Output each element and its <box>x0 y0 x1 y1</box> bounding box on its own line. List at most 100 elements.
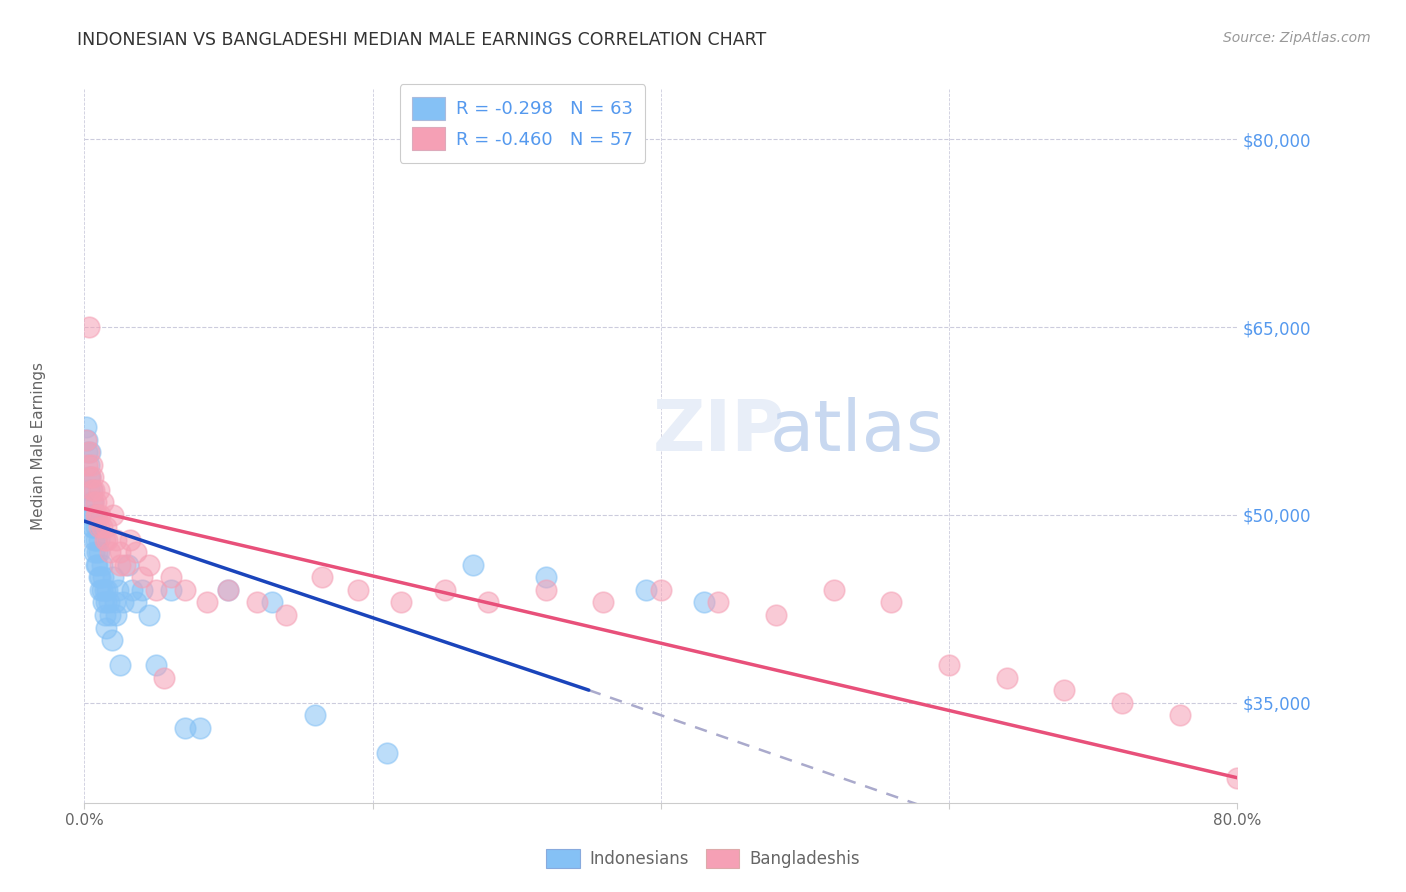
Point <box>77 470 100 484</box>
Point <box>77 445 100 459</box>
Point <box>94 621 117 635</box>
Point <box>121 582 143 597</box>
Point <box>125 545 148 559</box>
Point <box>112 595 135 609</box>
Point <box>823 582 845 597</box>
Point <box>188 721 211 735</box>
Point <box>1053 683 1076 698</box>
Point <box>80 458 103 472</box>
Point <box>84 533 107 547</box>
Point <box>938 658 960 673</box>
Point <box>433 582 456 597</box>
Point <box>160 582 183 597</box>
Point <box>91 495 114 509</box>
Legend: Indonesians, Bangladeshis: Indonesians, Bangladeshis <box>540 842 866 875</box>
Point <box>86 545 108 559</box>
Point <box>145 582 167 597</box>
Point <box>84 520 107 534</box>
Point <box>534 570 557 584</box>
Point <box>89 570 111 584</box>
Point <box>82 520 104 534</box>
Point <box>82 495 104 509</box>
Point <box>87 545 110 559</box>
Point <box>246 595 269 609</box>
Point <box>87 570 110 584</box>
Point <box>98 607 121 622</box>
Point <box>138 607 160 622</box>
Point <box>636 582 658 597</box>
Point <box>693 595 716 609</box>
Point <box>93 533 115 547</box>
Point <box>83 533 105 547</box>
Point <box>94 595 117 609</box>
Point <box>110 658 132 673</box>
Point <box>1226 771 1249 785</box>
Point <box>160 570 183 584</box>
Point <box>534 582 557 597</box>
Point <box>89 508 111 522</box>
Point <box>195 595 218 609</box>
Point <box>91 595 114 609</box>
Point <box>107 582 129 597</box>
Text: Median Male Earnings: Median Male Earnings <box>31 362 46 530</box>
Point <box>218 582 240 597</box>
Point <box>90 582 112 597</box>
Point <box>80 520 103 534</box>
Point <box>103 508 124 522</box>
Point <box>120 533 142 547</box>
Point <box>83 545 105 559</box>
Text: atlas: atlas <box>769 397 943 467</box>
Point <box>311 570 333 584</box>
Point <box>592 595 614 609</box>
Point <box>765 607 787 622</box>
Point <box>93 582 115 597</box>
Point <box>96 533 118 547</box>
Point <box>82 495 104 509</box>
Point <box>1168 708 1191 723</box>
Point <box>79 470 101 484</box>
Point <box>260 595 283 609</box>
Point <box>86 508 108 522</box>
Point <box>880 595 903 609</box>
Point <box>117 558 139 572</box>
Point <box>84 558 107 572</box>
Point <box>87 483 110 497</box>
Point <box>77 320 100 334</box>
Point <box>131 570 153 584</box>
Point <box>96 582 118 597</box>
Point <box>463 558 485 572</box>
Point <box>90 520 112 534</box>
Point <box>145 658 167 673</box>
Point <box>82 470 104 484</box>
Point <box>138 558 160 572</box>
Point <box>174 582 197 597</box>
Point <box>82 508 104 522</box>
Point <box>77 483 100 497</box>
Point <box>75 433 97 447</box>
Point <box>110 558 132 572</box>
Point <box>104 595 127 609</box>
Point <box>347 582 370 597</box>
Point <box>84 495 107 509</box>
Point <box>218 582 240 597</box>
Point <box>76 458 98 472</box>
Point <box>100 633 122 648</box>
Point <box>83 508 105 522</box>
Point <box>995 671 1018 685</box>
Legend: R = -0.298   N = 63, R = -0.460   N = 57: R = -0.298 N = 63, R = -0.460 N = 57 <box>399 84 645 163</box>
Point <box>80 508 103 522</box>
Point <box>76 433 98 447</box>
Point <box>93 607 115 622</box>
Point <box>80 483 103 497</box>
Text: INDONESIAN VS BANGLADESHI MEDIAN MALE EARNINGS CORRELATION CHART: INDONESIAN VS BANGLADESHI MEDIAN MALE EA… <box>77 31 766 49</box>
Point <box>131 582 153 597</box>
Point <box>98 545 121 559</box>
Point <box>105 533 128 547</box>
Point <box>77 458 100 472</box>
Point <box>103 570 124 584</box>
Point <box>79 470 101 484</box>
Point <box>91 570 114 584</box>
Point <box>110 545 132 559</box>
Text: Source: ZipAtlas.com: Source: ZipAtlas.com <box>1223 31 1371 45</box>
Point <box>276 607 298 622</box>
